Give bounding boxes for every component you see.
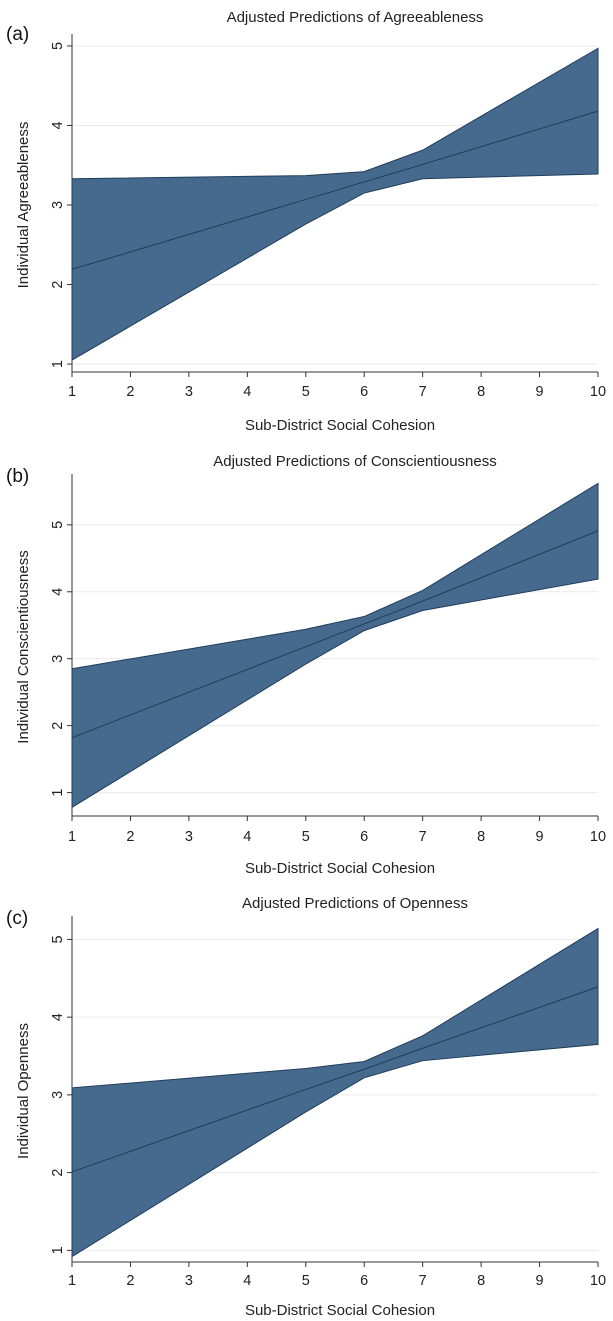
chart-panel-b: Adjusted Predictions of Conscientiousnes… xyxy=(6,453,606,877)
y-tick-label: 3 xyxy=(50,655,66,663)
y-tick-label: 1 xyxy=(50,789,66,797)
confidence-band xyxy=(71,927,599,1258)
x-tick-label: 1 xyxy=(68,829,76,845)
x-axis-label: Sub-District Social Cohesion xyxy=(245,860,435,877)
chart-panel-c: Adjusted Predictions of Openness (c) 1 2 3 4 5… xyxy=(6,895,606,1319)
y-tick-label: 4 xyxy=(50,1013,66,1021)
y-axis-label: Individual Agreeableness xyxy=(15,122,32,289)
x-tick-label: 5 xyxy=(302,1273,310,1289)
chart-title: Adjusted Predictions of Agreeableness xyxy=(227,9,484,26)
confidence-band xyxy=(71,47,599,361)
x-tick-label: 9 xyxy=(536,384,544,400)
x-axis-label: Sub-District Social Cohesion xyxy=(245,1302,435,1319)
y-tick-label: 4 xyxy=(50,588,66,596)
x-tick-label: 3 xyxy=(185,384,193,400)
x-tick-label: 3 xyxy=(185,829,193,845)
confidence-band xyxy=(71,482,599,809)
y-tick-label: 1 xyxy=(50,360,66,368)
y-tick-label: 5 xyxy=(50,521,66,529)
x-tick-label: 1 xyxy=(68,1273,76,1289)
chart-panel-a: Adjusted Predictions of Agreeableness (a)… xyxy=(6,9,606,434)
x-tick-label: 9 xyxy=(536,1273,544,1289)
panel-label: (a) xyxy=(6,24,29,45)
x-tick-label: 8 xyxy=(477,829,485,845)
x-tick-label: 3 xyxy=(185,1273,193,1289)
y-tick-label: 5 xyxy=(50,42,66,50)
prediction-line xyxy=(71,530,599,739)
x-tick-label: 5 xyxy=(302,829,310,845)
x-tick-label: 8 xyxy=(477,1273,485,1289)
y-tick-label: 1 xyxy=(50,1246,66,1254)
x-tick-label: 9 xyxy=(536,829,544,845)
x-tick-label: 10 xyxy=(590,1273,606,1289)
x-tick-label: 4 xyxy=(243,1273,251,1289)
x-tick-label: 6 xyxy=(360,384,368,400)
x-tick-label: 7 xyxy=(419,829,427,845)
x-tick-label: 2 xyxy=(126,384,134,400)
x-tick-label: 10 xyxy=(590,829,606,845)
x-tick-label: 1 xyxy=(68,384,76,400)
y-tick-label: 2 xyxy=(50,280,66,288)
chart-title: Adjusted Predictions of Conscientiousnes… xyxy=(213,453,497,470)
x-tick-label: 7 xyxy=(419,384,427,400)
x-tick-label: 4 xyxy=(243,384,251,400)
x-tick-label: 2 xyxy=(126,829,134,845)
y-tick-label: 5 xyxy=(50,935,66,943)
panel-label: (c) xyxy=(6,908,28,929)
y-tick-label: 4 xyxy=(50,121,66,129)
x-tick-label: 2 xyxy=(126,1273,134,1289)
x-tick-label: 4 xyxy=(243,829,251,845)
x-axis-label: Sub-District Social Cohesion xyxy=(245,417,435,434)
y-axis-label: Individual Openness xyxy=(15,1023,32,1159)
panel-label: (b) xyxy=(6,466,29,487)
chart-title: Adjusted Predictions of Openness xyxy=(242,895,468,912)
x-tick-label: 7 xyxy=(419,1273,427,1289)
y-tick-label: 2 xyxy=(50,722,66,730)
y-axis-label: Individual Conscientiousness xyxy=(15,550,32,743)
prediction-line xyxy=(71,986,599,1173)
prediction-line xyxy=(71,110,599,270)
x-tick-label: 5 xyxy=(302,384,310,400)
y-tick-label: 3 xyxy=(50,1091,66,1099)
y-tick-label: 2 xyxy=(50,1169,66,1177)
x-tick-label: 10 xyxy=(590,384,606,400)
x-tick-label: 6 xyxy=(360,1273,368,1289)
x-tick-label: 6 xyxy=(360,829,368,845)
y-tick-label: 3 xyxy=(50,201,66,209)
x-tick-label: 8 xyxy=(477,384,485,400)
